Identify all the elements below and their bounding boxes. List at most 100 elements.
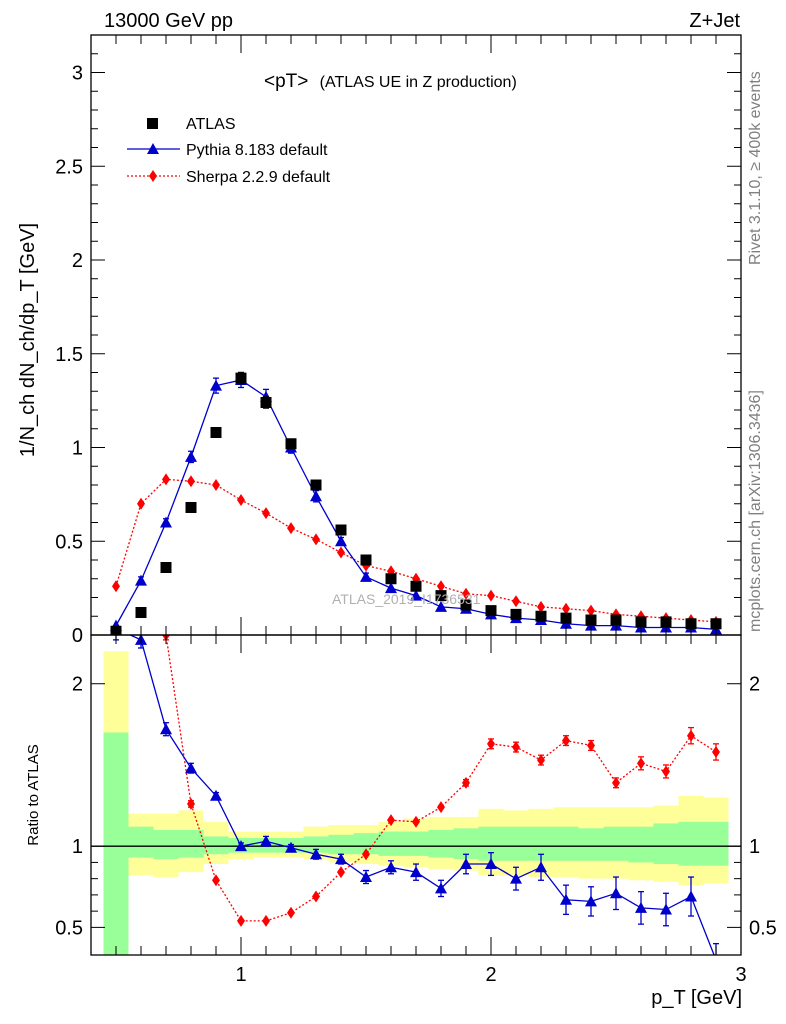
ratio-pythia-point xyxy=(635,901,647,913)
main-y-tick-label: 1.5 xyxy=(55,344,83,366)
main-y-tick-label: 2 xyxy=(72,250,83,272)
ratio-band-inner-bin xyxy=(553,826,579,861)
main-pythia-point xyxy=(435,600,447,612)
ratio-band-inner-bin xyxy=(403,831,429,856)
ratio-pythia-point xyxy=(685,890,697,902)
ratio-pythia-point xyxy=(485,858,497,870)
ratio-sherpa-point xyxy=(587,739,595,752)
ratio-sherpa-point xyxy=(312,890,320,903)
ratio-y-tick-label-left: 2 xyxy=(72,674,83,696)
main-y-axis-title: 1/N_ch dN_ch/dp_T [GeV] xyxy=(17,223,39,457)
ratio-pythia-point xyxy=(360,871,372,883)
main-sherpa-point xyxy=(562,602,570,615)
ratio-y-tick-label-left: 1 xyxy=(72,836,83,858)
x-tick-label: 2 xyxy=(485,964,496,986)
x-tick-label: 3 xyxy=(735,964,746,986)
ratio-band-inner-bin xyxy=(328,834,354,855)
main-pythia-point xyxy=(185,450,197,462)
ratio-sherpa-point xyxy=(387,814,395,827)
ratio-pythia-line xyxy=(128,635,715,955)
ratio-band-inner-bin xyxy=(178,829,204,858)
main-atlas-point xyxy=(185,502,197,513)
main-pythia-point xyxy=(135,574,147,586)
main-atlas-point xyxy=(135,607,147,618)
ratio-band-inner-bin xyxy=(628,826,654,863)
main-y-tick-label: 0.5 xyxy=(55,531,83,553)
main-atlas-point xyxy=(535,610,547,622)
main-y-tick-label: 2.5 xyxy=(55,156,83,178)
ratio-uncertainty-bands xyxy=(103,651,729,955)
main-atlas-point xyxy=(460,599,472,611)
ratio-pythia-point xyxy=(335,853,347,865)
main-sherpa-point xyxy=(587,604,595,617)
legend-marker-sherpa xyxy=(149,170,157,182)
legend-marker-atlas xyxy=(147,118,158,129)
main-atlas-point xyxy=(310,479,322,491)
ratio-pythia-point xyxy=(410,866,422,878)
main-atlas-point xyxy=(210,427,222,438)
ratio-y-tick-label-right: 0.5 xyxy=(749,917,777,939)
ratio-y-tick-label-right: 2 xyxy=(749,674,760,696)
main-pythia-point xyxy=(310,490,322,502)
ratio-band-inner-bin xyxy=(153,829,179,860)
ratio-pythia-point xyxy=(160,723,172,735)
main-atlas-point xyxy=(710,618,722,630)
ratio-pythia-point xyxy=(185,762,197,774)
main-atlas-point xyxy=(360,554,372,566)
main-sherpa-point xyxy=(287,522,295,535)
header-energy-label: 13000 GeV pp xyxy=(104,10,233,32)
ratio-sherpa-point xyxy=(662,765,670,778)
ratio-band-inner-bin xyxy=(428,829,454,858)
ratio-band-inner-bin xyxy=(578,828,604,861)
ratio-band-inner-bin xyxy=(353,833,379,855)
x-axis-title: p_T [GeV] xyxy=(651,987,742,1009)
analysis-watermark: ATLAS_2019_I1736531 xyxy=(332,591,481,607)
legend-label-sherpa: Sherpa 2.2.9 default xyxy=(186,169,331,186)
ratio-pythia-point xyxy=(435,882,447,894)
x-tick-label: 1 xyxy=(235,964,246,986)
ratio-pythia-point xyxy=(460,858,472,870)
main-plot-layer xyxy=(110,371,722,635)
legend-label-pythia: Pythia 8.183 default xyxy=(186,142,328,159)
ratio-sherpa-point xyxy=(637,757,645,770)
ratio-pythia-point xyxy=(660,903,672,915)
ratio-sherpa-point xyxy=(537,754,545,767)
axes-layer: 0 0.5 1 1.5 2 2.5 3 1 2 3 0.5 0.5 1 1 2 2 xyxy=(55,34,777,986)
main-atlas-point xyxy=(385,573,397,585)
legend-label-atlas: ATLAS xyxy=(186,116,236,133)
ratio-band-inner-bin xyxy=(128,826,154,858)
main-atlas-point xyxy=(435,590,447,602)
ratio-sherpa-point xyxy=(512,741,520,754)
main-atlas-point xyxy=(635,616,647,628)
main-y-tick-label: 0 xyxy=(72,625,83,647)
main-pythia-point xyxy=(160,516,172,528)
ratio-band-inner-bin xyxy=(378,831,404,856)
main-atlas-point xyxy=(610,614,622,626)
main-sherpa-point xyxy=(137,497,145,510)
ratio-pythia-point xyxy=(285,841,297,853)
ratio-sherpa-point xyxy=(237,914,245,927)
ratio-sherpa-point xyxy=(362,848,370,861)
rivet-version-label: Rivet 3.1.10, ≥ 400k events xyxy=(747,71,764,265)
main-atlas-point xyxy=(585,614,597,626)
main-atlas-point xyxy=(410,580,422,592)
ratio-sherpa-point xyxy=(137,60,145,72)
main-sherpa-point xyxy=(212,479,220,491)
ratio-band-inner-bin xyxy=(653,823,679,865)
ratio-sherpa-line xyxy=(165,635,717,922)
plot-title-main: <pT> xyxy=(264,71,308,92)
main-sherpa-point xyxy=(312,533,320,546)
ratio-sherpa-point xyxy=(337,866,345,879)
main-atlas-point xyxy=(160,562,172,573)
main-atlas-point xyxy=(235,372,247,384)
ratio-sherpa-point xyxy=(687,729,695,742)
main-atlas-point xyxy=(510,608,522,620)
main-y-tick-label: 1 xyxy=(72,438,83,460)
ratio-pythia-point xyxy=(510,872,522,884)
ratio-pythia-point xyxy=(260,835,272,847)
ratio-sherpa-point xyxy=(712,745,720,758)
main-sherpa-point xyxy=(537,600,545,613)
main-sherpa-point xyxy=(112,580,120,593)
ratio-y-axis-title: Ratio to ATLAS xyxy=(25,744,42,845)
ratio-plot-layer xyxy=(91,60,741,955)
